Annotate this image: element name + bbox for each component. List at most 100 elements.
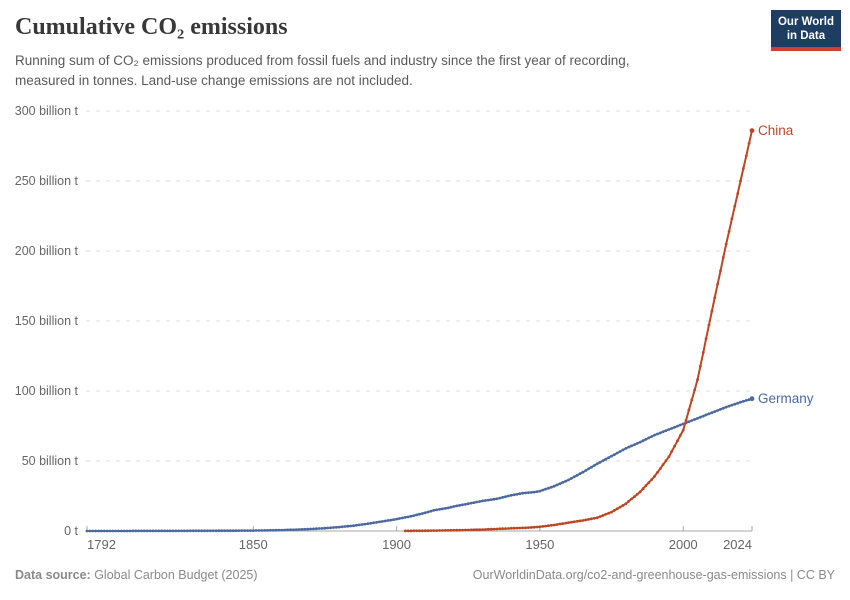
series-point-germany <box>269 528 272 532</box>
series-point-germany <box>191 529 195 533</box>
series-point-china <box>627 499 631 503</box>
series-point-china <box>676 439 679 443</box>
series-point-china <box>441 529 444 532</box>
series-point-germany <box>701 414 705 418</box>
series-point-china <box>518 526 522 530</box>
series-point-germany <box>122 529 126 533</box>
series-point-germany <box>693 418 697 421</box>
series-point-china <box>693 388 697 392</box>
series-point-china <box>535 525 539 529</box>
series-point-germany <box>704 413 708 417</box>
series-point-germany <box>392 518 396 521</box>
series-label-germany[interactable]: Germany <box>758 390 814 406</box>
series-point-germany <box>214 529 218 533</box>
series-point-germany <box>464 502 467 506</box>
series-point-china <box>464 528 467 532</box>
series-point-germany <box>375 521 378 524</box>
series-point-germany <box>716 409 719 412</box>
series-point-china <box>736 192 740 196</box>
series-point-germany <box>635 442 639 445</box>
series-point-germany <box>555 483 559 487</box>
series-point-germany <box>736 401 740 405</box>
series-point-germany <box>567 478 570 482</box>
series-point-germany <box>742 399 745 403</box>
series-point-china <box>486 527 490 531</box>
series-point-germany <box>228 529 232 533</box>
series-line-china[interactable] <box>405 130 753 532</box>
series-point-germany <box>699 415 702 419</box>
series-point-china <box>532 525 536 529</box>
series-point-china <box>423 529 427 533</box>
series-point-germany <box>532 490 536 494</box>
series-point-germany <box>243 529 247 532</box>
page-title: Cumulative CO₂ emissions <box>15 14 288 40</box>
series-point-germany <box>730 403 734 407</box>
series-point-germany <box>515 492 519 496</box>
series-point-germany <box>409 514 413 518</box>
series-point-germany <box>206 529 209 533</box>
series-point-germany <box>349 524 353 528</box>
series-point-germany <box>484 499 487 502</box>
series-point-germany <box>154 529 158 533</box>
series-point-germany <box>226 529 229 533</box>
series-point-germany <box>137 529 141 533</box>
series-point-germany <box>647 436 651 440</box>
series-point-germany <box>352 524 355 528</box>
series-point-china <box>678 434 682 437</box>
series-point-china <box>744 154 748 158</box>
series-point-china <box>455 528 459 532</box>
series-point-germany <box>151 529 155 533</box>
series-point-china <box>699 364 702 368</box>
series-point-germany <box>217 529 221 533</box>
series-point-germany <box>111 529 115 533</box>
series-point-germany <box>208 529 212 533</box>
series-point-china <box>615 507 619 511</box>
series-point-china <box>595 516 599 520</box>
series-point-germany <box>423 511 427 515</box>
series-point-germany <box>271 528 275 532</box>
series-point-germany <box>627 445 631 449</box>
series-point-germany <box>661 430 665 434</box>
series-point-germany <box>203 529 206 533</box>
series-endpoint-germany <box>749 396 755 402</box>
series-point-germany <box>340 525 344 529</box>
series-point-germany <box>171 529 175 533</box>
series-point-germany <box>260 529 264 532</box>
series-point-germany <box>572 475 576 479</box>
series-point-germany <box>366 522 370 526</box>
series-point-china <box>658 467 662 470</box>
series-point-china <box>584 518 588 522</box>
series-label-china[interactable]: China <box>758 122 794 138</box>
series-point-china <box>567 521 570 524</box>
series-endpoint-china <box>749 128 755 134</box>
owid-logo[interactable]: Our World in Data <box>770 10 841 51</box>
series-point-germany <box>630 444 633 448</box>
series-point-germany <box>618 450 622 453</box>
series-point-germany <box>174 529 178 533</box>
series-point-germany <box>418 512 421 516</box>
series-point-china <box>429 529 433 532</box>
series-point-germany <box>521 491 525 495</box>
series-point-germany <box>286 528 289 532</box>
series-point-germany <box>552 484 556 488</box>
series-point-germany <box>658 431 662 435</box>
series-point-germany <box>99 529 103 533</box>
series-point-china <box>607 511 611 515</box>
series-point-germany <box>575 473 579 477</box>
series-point-germany <box>504 495 507 499</box>
series-point-china <box>403 529 407 533</box>
series-point-china <box>601 514 605 517</box>
series-line-germany[interactable] <box>87 397 753 532</box>
series-point-china <box>673 444 676 448</box>
series-point-germany <box>721 406 725 410</box>
series-point-germany <box>292 528 295 532</box>
series-point-germany <box>687 420 691 424</box>
series-point-germany <box>744 399 748 402</box>
series-point-germany <box>501 496 504 499</box>
series-point-germany <box>633 443 636 446</box>
series-point-germany <box>185 529 189 533</box>
attribution-link[interactable]: OurWorldinData.org/co2-and-greenhouse-ga… <box>472 568 835 582</box>
series-point-germany <box>441 507 444 511</box>
series-point-china <box>716 282 719 286</box>
